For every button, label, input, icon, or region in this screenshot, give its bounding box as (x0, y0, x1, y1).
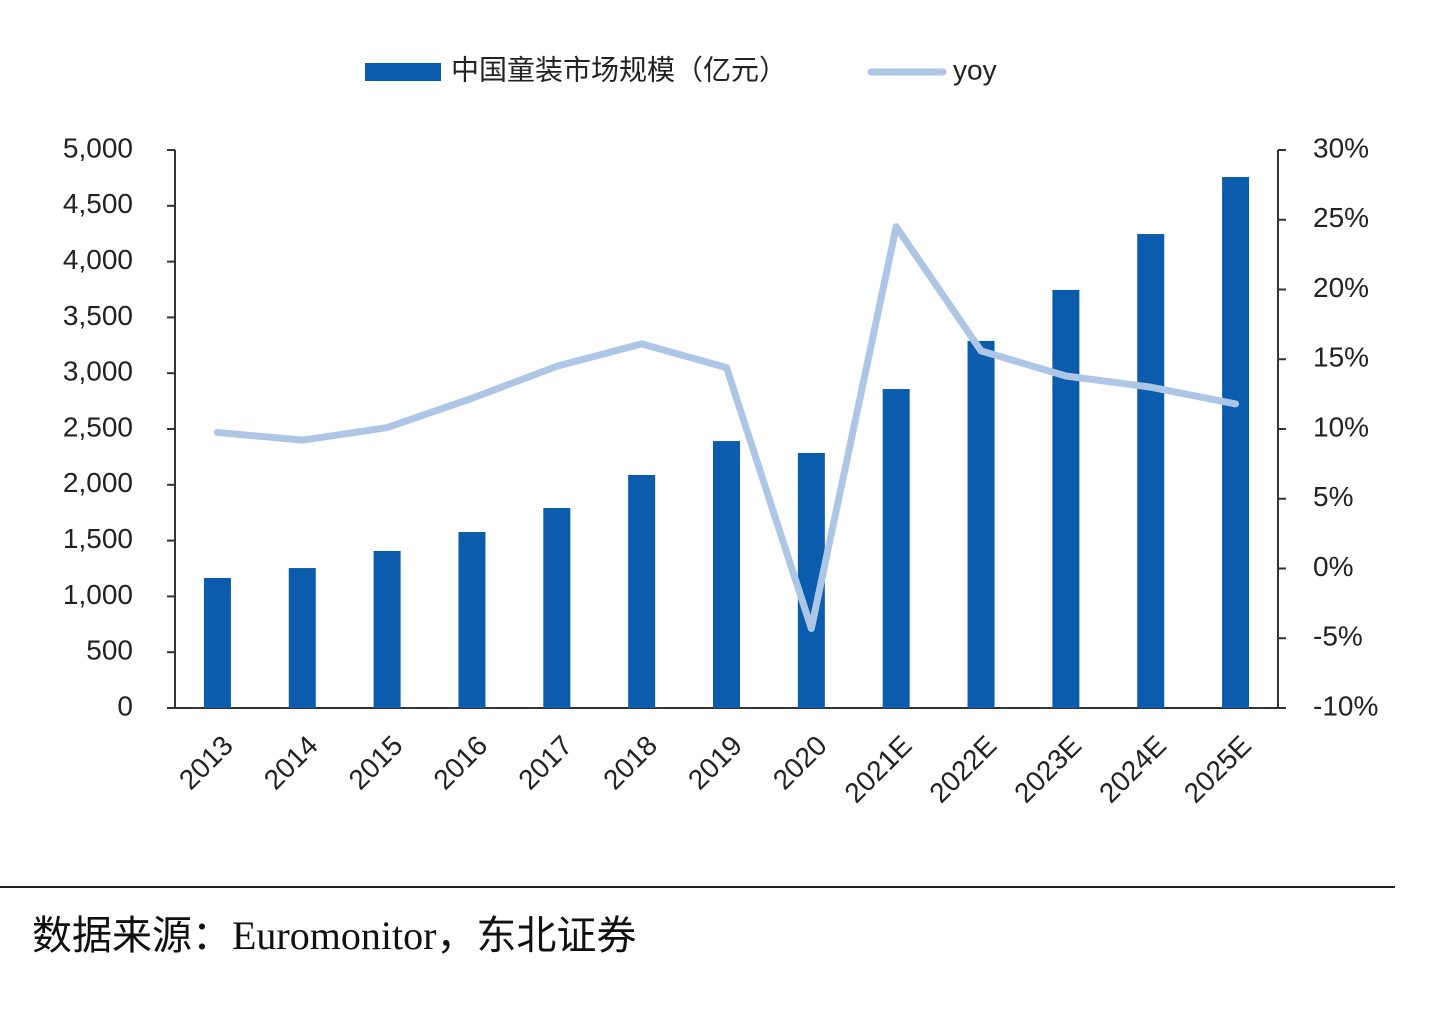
bar (628, 474, 656, 708)
y2-tick-label: 30% (1313, 132, 1369, 163)
bar (288, 568, 316, 708)
y-tick-label: 2,000 (63, 467, 133, 498)
y2-tick-label: -5% (1313, 621, 1363, 652)
legend-label: yoy (953, 54, 997, 85)
bar (1137, 234, 1165, 709)
x-tick-label: 2020 (767, 730, 833, 796)
bar (967, 340, 995, 708)
bar (373, 550, 401, 708)
y2-tick-label: 0% (1313, 551, 1353, 582)
legend-swatch (365, 63, 441, 81)
source-note: 数据来源：Euromonitor，东北证券 (32, 913, 636, 958)
legend-label: 中国童装市场规模（亿元） (451, 54, 787, 85)
y-tick-label: 0 (117, 690, 133, 721)
x-tick-label: 2024E (1093, 730, 1172, 809)
line (213, 223, 1240, 632)
y-tick-label: 4,000 (63, 244, 133, 275)
y-tick-label: 1,000 (63, 579, 133, 610)
y2-tick-label: 15% (1313, 342, 1369, 373)
x-tick-label: 2016 (427, 730, 493, 796)
bar (543, 508, 571, 708)
y-tick-label: 500 (86, 635, 133, 666)
y-tick-label: 4,500 (63, 188, 133, 219)
bar (1222, 177, 1250, 708)
y2-tick-label: -10% (1313, 690, 1378, 721)
x-tick-label: 2018 (597, 730, 663, 796)
x-tick-label: 2025E (1178, 730, 1257, 809)
y-tick-label: 2,500 (63, 411, 133, 442)
x-tick-label: 2013 (173, 730, 239, 796)
y-tick-label: 3,500 (63, 300, 133, 331)
x-tick-label: 2022E (923, 730, 1002, 809)
y2-tick-label: 20% (1313, 272, 1369, 303)
bar (1052, 289, 1080, 708)
x-tick-label: 2014 (258, 730, 324, 796)
y2-tick-label: 5% (1313, 481, 1353, 512)
y-tick-label: 3,000 (63, 356, 133, 387)
bar (713, 441, 740, 708)
y-tick-label: 1,500 (63, 523, 133, 554)
y2-tick-label: 25% (1313, 202, 1369, 233)
x-tick-label: 2021E (838, 730, 917, 809)
y-tick-label: 5,000 (63, 132, 133, 163)
x-tick-label: 2017 (512, 730, 578, 796)
bar (882, 389, 910, 708)
bar (458, 532, 486, 708)
x-tick-label: 2015 (343, 730, 409, 796)
x-tick-label: 2023E (1008, 730, 1087, 809)
y2-tick-label: 10% (1313, 411, 1369, 442)
bar (203, 577, 231, 708)
x-tick-label: 2019 (682, 730, 748, 796)
